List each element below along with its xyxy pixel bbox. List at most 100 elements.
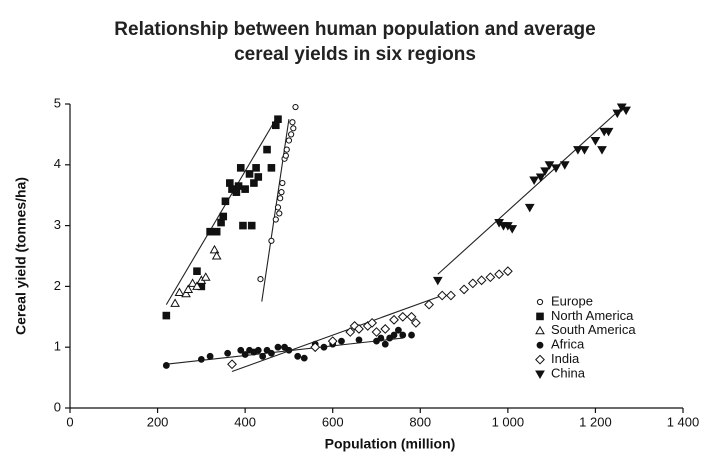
point <box>283 146 290 153</box>
point <box>406 311 417 322</box>
point <box>245 170 254 178</box>
point <box>200 272 211 281</box>
point <box>408 331 415 339</box>
point <box>289 119 296 126</box>
point <box>183 284 194 293</box>
point <box>274 204 282 211</box>
x-tick-label: 1 000 <box>492 414 525 429</box>
legend-label: Europe <box>551 293 593 308</box>
point <box>579 146 590 155</box>
point <box>236 164 245 172</box>
y-tick-label: 4 <box>54 156 61 171</box>
legend-marker <box>536 298 544 306</box>
x-tick-label: 1 400 <box>667 414 700 429</box>
point <box>254 346 262 354</box>
point <box>193 267 201 275</box>
point <box>389 314 399 325</box>
legend-label: South America <box>551 322 636 337</box>
point <box>603 127 614 137</box>
point <box>257 276 264 283</box>
point <box>192 281 202 290</box>
point <box>279 179 286 187</box>
point <box>371 327 382 337</box>
point <box>241 185 249 193</box>
point <box>540 167 550 176</box>
point <box>381 340 389 348</box>
y-tick-label: 5 <box>54 95 61 110</box>
point <box>263 145 271 154</box>
trend-line <box>437 103 627 275</box>
legend-label: Africa <box>551 337 585 352</box>
x-tick-label: 800 <box>409 414 431 429</box>
point <box>162 311 171 320</box>
legend-label: North America <box>551 308 634 323</box>
point <box>310 342 321 353</box>
point <box>485 272 496 283</box>
point <box>241 351 249 358</box>
point <box>278 189 285 196</box>
point <box>268 349 275 357</box>
point <box>259 352 267 360</box>
point <box>274 115 282 124</box>
point <box>170 298 180 307</box>
point <box>612 109 623 119</box>
point <box>459 284 469 295</box>
chart-title: cereal yields in six regions <box>234 44 476 65</box>
point <box>390 331 398 339</box>
x-tick-label: 600 <box>322 414 344 429</box>
point <box>424 299 434 310</box>
y-axis-label: Cereal yield (tonnes/ha) <box>13 177 29 335</box>
legend-marker <box>536 341 544 349</box>
x-tick-label: 400 <box>234 414 256 429</box>
point <box>621 106 631 116</box>
legend-marker <box>535 354 545 365</box>
point <box>174 287 185 296</box>
point <box>276 210 283 217</box>
point <box>247 221 256 230</box>
point <box>432 276 443 286</box>
point <box>250 179 258 187</box>
legend-marker <box>536 312 544 321</box>
x-tick-label: 200 <box>147 414 169 429</box>
point <box>252 164 260 172</box>
point <box>268 237 275 244</box>
point <box>187 278 198 287</box>
point <box>399 331 407 339</box>
point <box>254 173 263 181</box>
legend-marker <box>535 370 545 380</box>
point <box>529 176 539 186</box>
point <box>292 103 299 111</box>
point <box>181 288 191 298</box>
point <box>209 244 220 254</box>
legend-label: China <box>551 365 586 380</box>
point <box>221 197 230 206</box>
legend-label: India <box>551 351 580 366</box>
point <box>355 336 363 344</box>
point <box>320 343 328 351</box>
point <box>288 131 295 138</box>
point <box>551 164 561 173</box>
point <box>206 227 214 236</box>
point <box>300 354 308 362</box>
point <box>367 317 378 328</box>
point <box>377 334 385 342</box>
point <box>437 290 448 301</box>
point <box>476 275 487 286</box>
point <box>267 164 276 172</box>
point <box>573 146 583 155</box>
point <box>224 349 232 357</box>
y-tick-label: 3 <box>54 217 61 232</box>
chart-title: Relationship between human population an… <box>114 19 595 40</box>
point <box>502 266 513 277</box>
point <box>446 290 456 301</box>
point <box>206 352 214 360</box>
point <box>219 212 228 221</box>
point <box>272 216 279 223</box>
point <box>559 161 570 170</box>
point <box>327 336 338 347</box>
y-tick-label: 2 <box>54 278 61 293</box>
point <box>212 227 221 236</box>
point <box>285 137 293 144</box>
